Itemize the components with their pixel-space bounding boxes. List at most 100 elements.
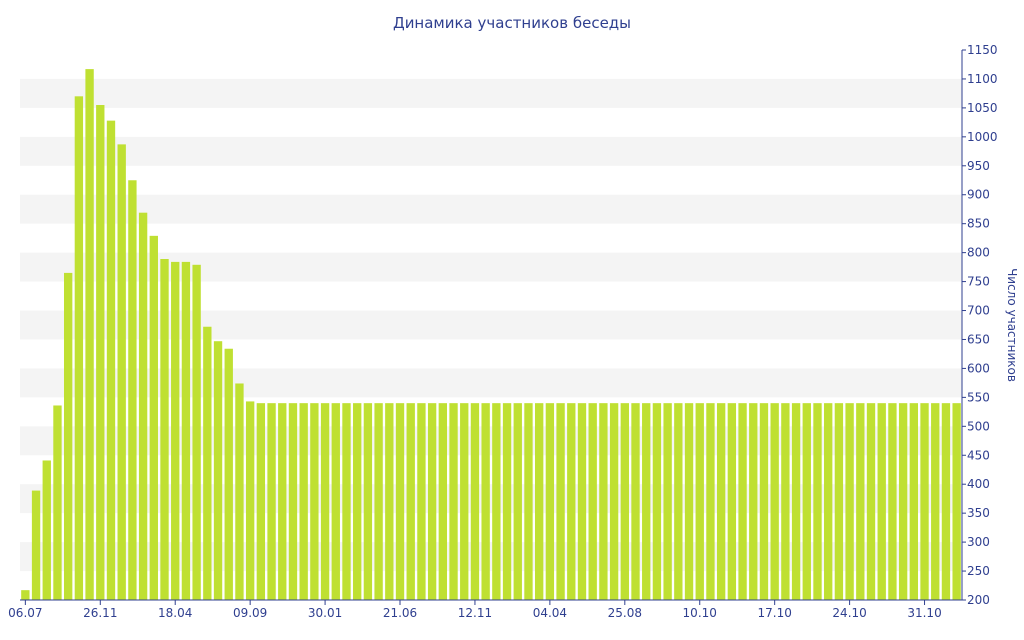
bar xyxy=(171,261,180,600)
bar xyxy=(417,403,426,600)
x-tick-label: 04.04 xyxy=(533,606,567,620)
bar xyxy=(353,403,362,600)
y-tick-label: 1000 xyxy=(967,130,998,144)
x-tick-label: 25.08 xyxy=(608,606,642,620)
y-tick-label: 700 xyxy=(967,304,990,318)
x-tick-label: 31.10 xyxy=(907,606,941,620)
bar xyxy=(781,403,790,600)
bar xyxy=(524,403,533,600)
bar xyxy=(866,403,876,600)
bar xyxy=(342,403,351,600)
bar xyxy=(567,403,576,600)
bar xyxy=(406,403,415,600)
bar xyxy=(267,403,276,600)
x-tick-label: 10.10 xyxy=(683,606,717,620)
bar xyxy=(117,144,126,601)
y-axis: 200 250 300 350 400 450 500 550 600 650 700 750 800 8… xyxy=(961,43,998,607)
bar xyxy=(706,403,715,600)
bar xyxy=(42,460,51,600)
bar xyxy=(256,403,266,600)
bar xyxy=(128,180,137,600)
bar xyxy=(856,403,865,600)
y-tick-label: 200 xyxy=(967,593,990,607)
bar xyxy=(534,403,544,600)
x-tick-label: 09.09 xyxy=(233,606,267,620)
bar xyxy=(438,403,448,600)
bar xyxy=(642,403,651,600)
bar xyxy=(374,403,383,600)
y-tick-label: 550 xyxy=(967,390,990,404)
bar xyxy=(245,401,255,600)
bars-group xyxy=(21,69,961,601)
grid-band xyxy=(20,136,962,166)
bar xyxy=(545,403,555,600)
bar xyxy=(85,69,94,600)
bar xyxy=(759,403,769,600)
bar xyxy=(684,403,694,600)
bar xyxy=(138,212,148,600)
bar xyxy=(791,403,801,600)
y-tick-label: 450 xyxy=(967,448,990,462)
bar xyxy=(427,403,437,600)
bar xyxy=(952,403,961,600)
bar xyxy=(278,403,287,600)
bar xyxy=(181,261,191,600)
y-tick-label: 800 xyxy=(967,246,990,260)
bar xyxy=(21,590,30,600)
bar xyxy=(213,341,223,600)
bar xyxy=(663,403,672,600)
y-tick-label: 500 xyxy=(967,419,990,433)
bar xyxy=(74,96,84,600)
bar xyxy=(502,403,512,600)
y-tick-label: 1100 xyxy=(967,72,998,86)
bar xyxy=(203,326,212,600)
bar xyxy=(674,403,683,600)
bar xyxy=(492,403,501,600)
bar xyxy=(738,403,747,600)
y-tick-label: 300 xyxy=(967,535,990,549)
bar xyxy=(588,403,597,600)
x-tick-label: 30.01 xyxy=(308,606,342,620)
bar xyxy=(235,383,244,600)
bar xyxy=(481,403,490,600)
x-tick-label: 06.07 xyxy=(8,606,42,620)
x-axis: 06.07 26.11 18.04 09.09 30.01 21.06 12.11 04.04… xyxy=(8,599,962,620)
bar xyxy=(192,264,201,600)
bar xyxy=(909,403,919,600)
bar xyxy=(395,403,405,600)
y-tick-label: 250 xyxy=(967,564,990,578)
bar xyxy=(898,403,908,600)
bar xyxy=(824,403,833,600)
chart-title: Динамика участников беседы xyxy=(393,14,631,32)
bar xyxy=(770,403,779,600)
y-tick-label: 650 xyxy=(967,332,990,346)
bar xyxy=(320,403,330,600)
x-tick-label: 18.04 xyxy=(158,606,192,620)
y-tick-label: 750 xyxy=(967,275,990,289)
bar xyxy=(609,403,619,600)
bar xyxy=(63,272,73,600)
y-axis-title: Число участников xyxy=(1005,268,1019,382)
bar xyxy=(749,403,758,600)
grid-band xyxy=(20,78,962,108)
bar xyxy=(620,403,629,600)
bar xyxy=(31,490,41,600)
x-tick-label: 12.11 xyxy=(458,606,492,620)
bar xyxy=(363,403,373,600)
bar xyxy=(652,403,662,600)
bar xyxy=(888,403,897,600)
bar xyxy=(845,403,854,600)
bar xyxy=(96,105,105,600)
x-tick-label: 17.10 xyxy=(757,606,791,620)
bar xyxy=(513,403,522,600)
bar xyxy=(288,403,298,600)
bar xyxy=(599,403,608,600)
bar xyxy=(877,403,886,600)
bar xyxy=(920,403,929,600)
bar xyxy=(53,405,62,600)
y-tick-label: 900 xyxy=(967,188,990,202)
bar xyxy=(802,403,811,600)
bar xyxy=(716,403,726,600)
